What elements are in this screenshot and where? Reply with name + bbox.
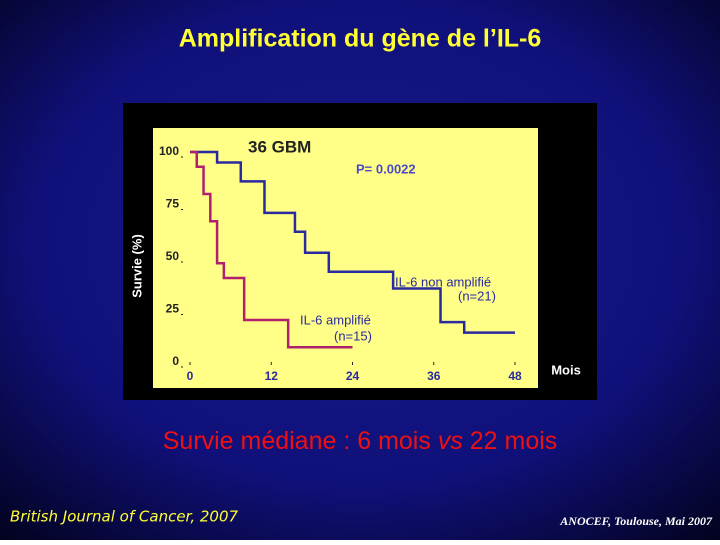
- x-tick-label: 0: [187, 369, 194, 383]
- x-tick-label: 12: [265, 369, 279, 383]
- x-tick-label: 48: [508, 369, 522, 383]
- footer: ANOCEF, Toulouse, Mai 2007: [559, 514, 713, 528]
- subtitle-part: vs: [438, 427, 463, 455]
- x-axis-label: Mois: [551, 362, 581, 377]
- series-label: IL-6 non amplifié: [395, 274, 491, 289]
- x-tick-label: 24: [346, 369, 360, 383]
- chart-title: 36 GBM: [248, 137, 311, 156]
- y-tick-label: 50: [166, 249, 180, 263]
- source: British Journal of Cancer, 2007: [10, 508, 239, 526]
- subtitle-part: Survie médiane : 6 mois: [163, 427, 438, 455]
- series-note: (n=21): [458, 288, 496, 303]
- subtitle: Survie médiane : 6 mois vs 22 mois: [163, 427, 558, 455]
- y-axis-label: Survie (%): [129, 234, 144, 298]
- slide-title: Amplification du gène de l’IL-6: [179, 25, 542, 53]
- annotation: P= 0.0022: [356, 161, 416, 176]
- y-tick-label: 75: [166, 197, 180, 211]
- series-label: IL-6 amplifié: [300, 312, 371, 327]
- series-note: (n=15): [334, 328, 372, 343]
- x-tick-label: 36: [427, 369, 441, 383]
- survival-curve: [190, 150, 353, 349]
- subtitle-part: 22 mois: [463, 427, 557, 455]
- y-tick-label: 0: [172, 354, 179, 368]
- y-tick-label: 25: [166, 302, 180, 316]
- survival-curve: [190, 150, 515, 334]
- y-tick-label: 100: [159, 144, 179, 158]
- plot-area: [153, 128, 538, 388]
